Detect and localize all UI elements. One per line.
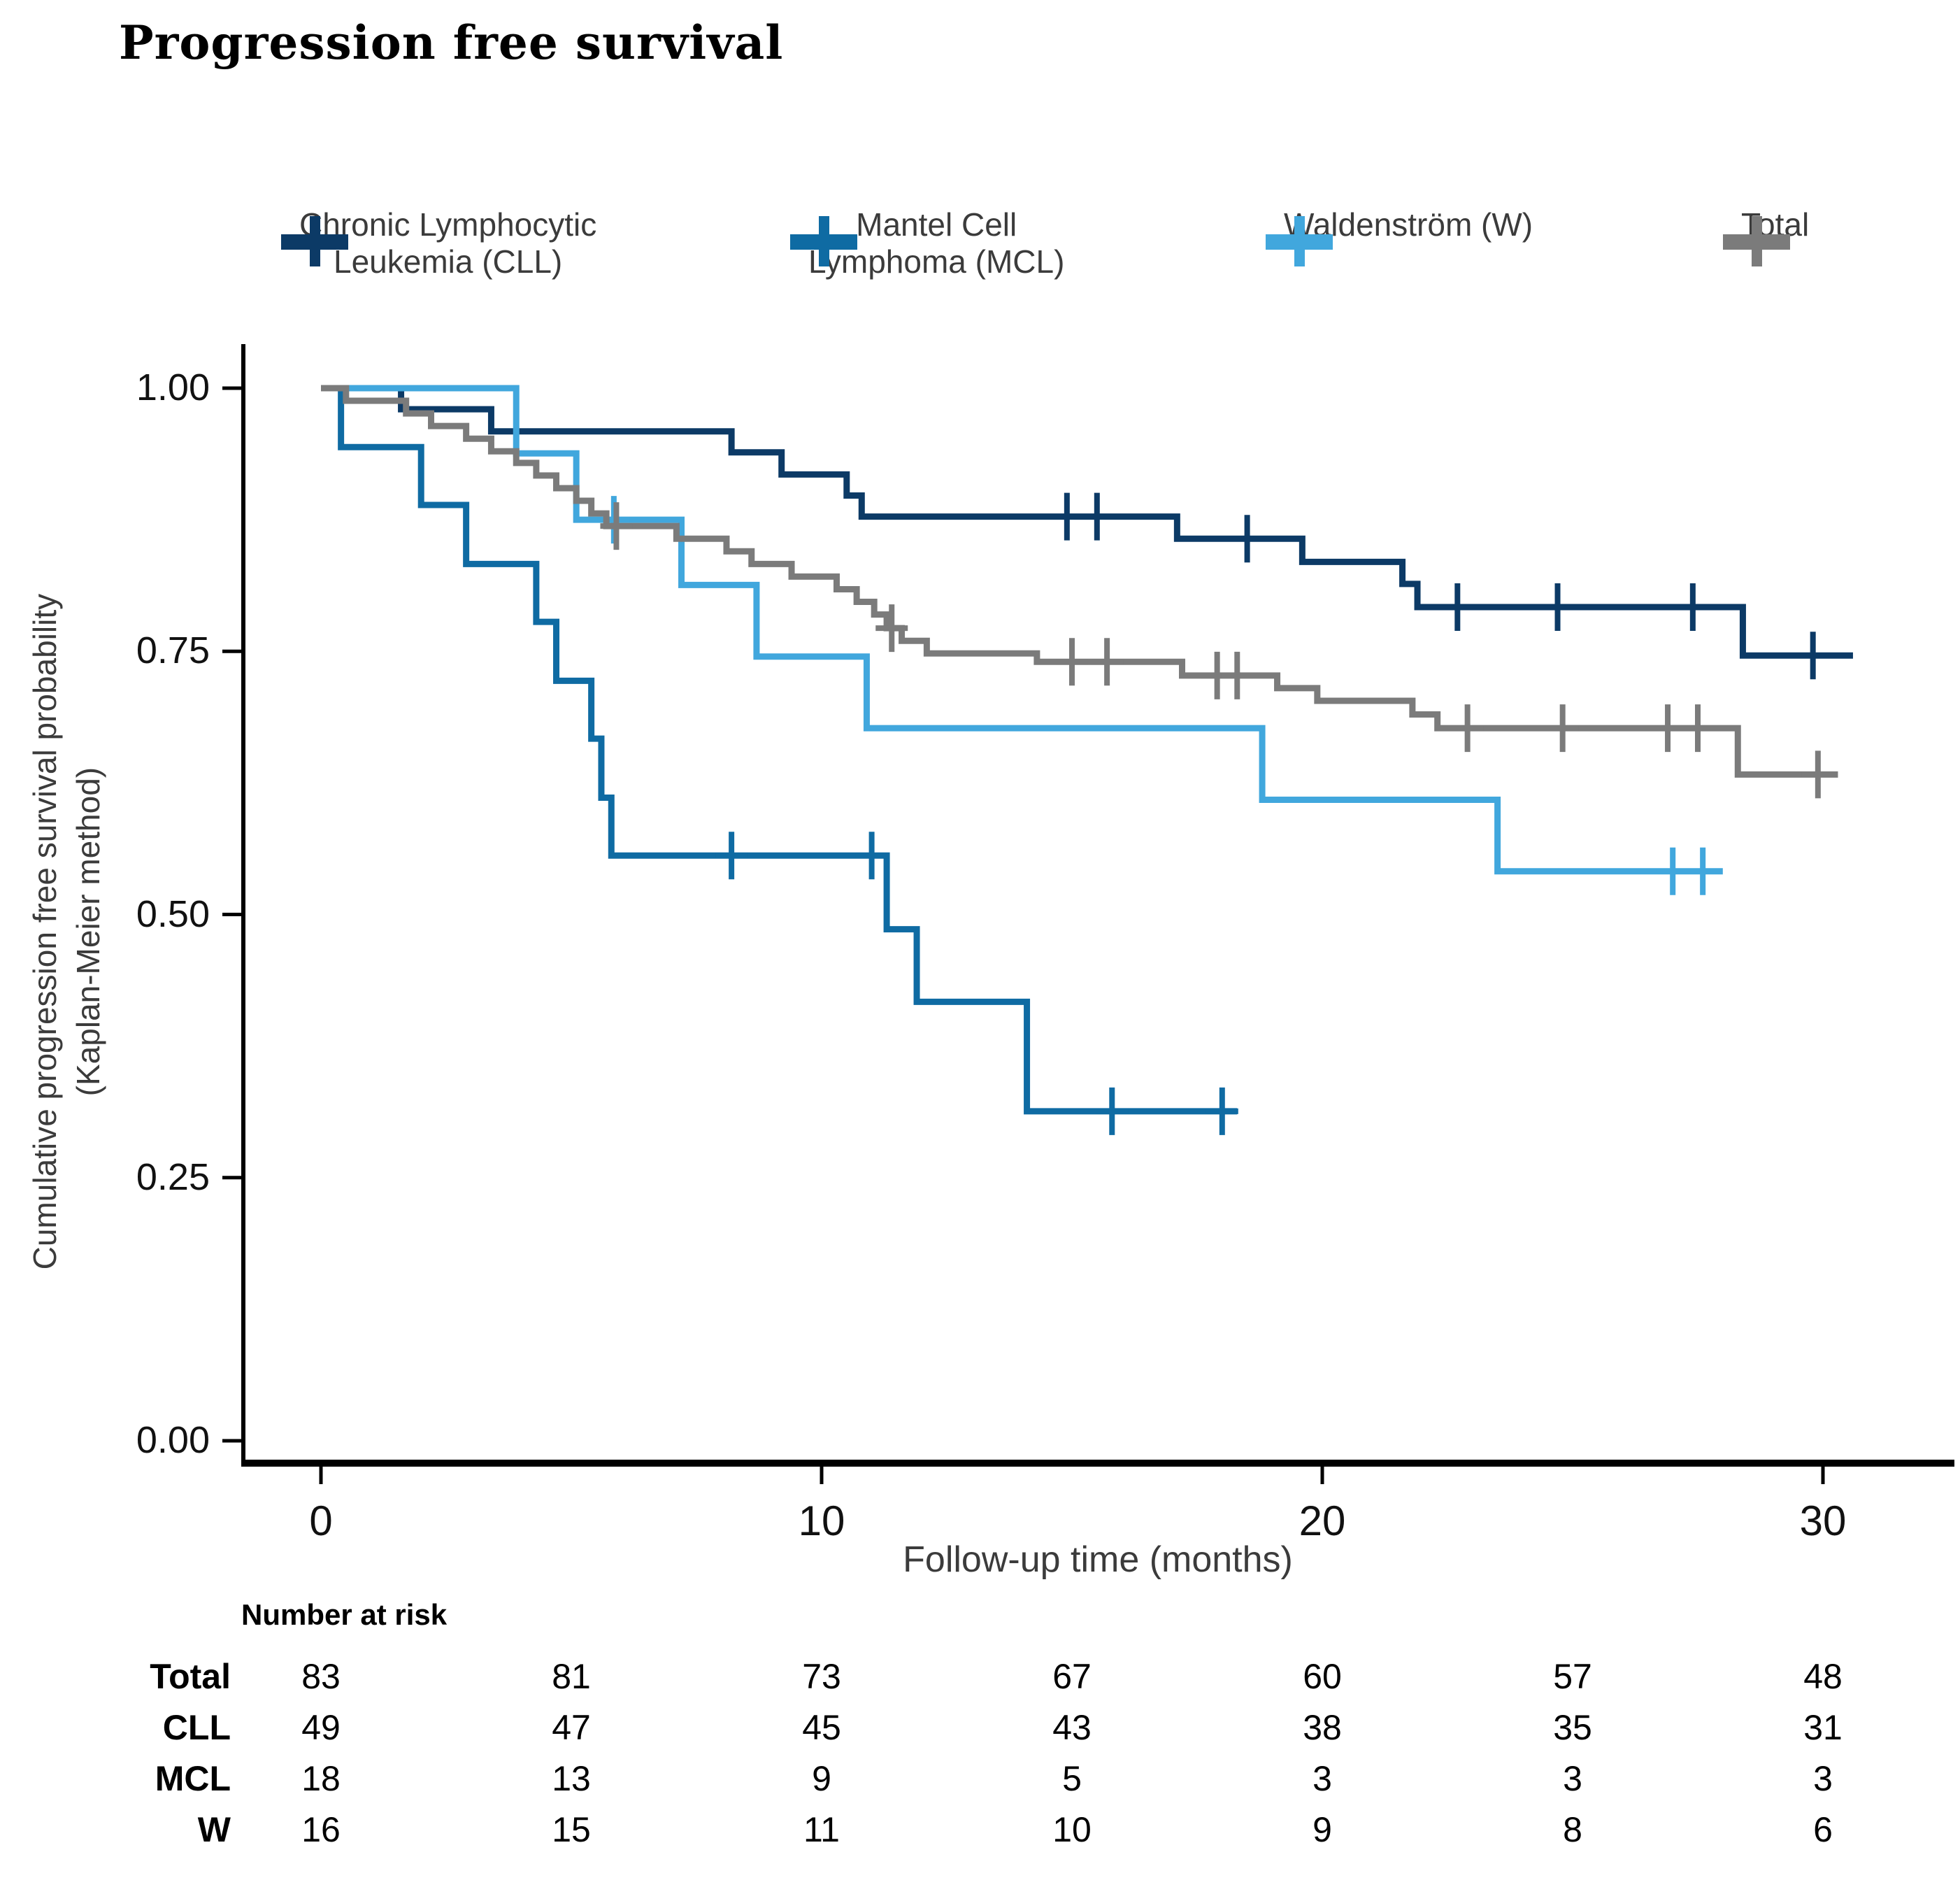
- risk-value: 45: [802, 1708, 841, 1747]
- cll-censor-icon: [1796, 632, 1829, 680]
- legend-item-mcl: Mantel Cell Lymphoma (MCL): [789, 206, 1064, 280]
- risk-value: 8: [1563, 1810, 1582, 1849]
- cll-censor-icon: [1231, 515, 1264, 563]
- total-censor-icon: [1682, 704, 1714, 753]
- x-axis-title: Follow-up time (months): [903, 1539, 1293, 1580]
- w-curve: [321, 385, 1723, 875]
- risk-row-label-mcl: MCL: [155, 1759, 231, 1798]
- total-censor-icon: [1546, 704, 1579, 753]
- mcl-censor-icon: [715, 832, 748, 880]
- mcl-censor-icon: [1206, 1087, 1238, 1135]
- risk-value: 16: [301, 1810, 341, 1849]
- legend-label-mcl: Mantel Cell Lymphoma (MCL): [808, 206, 1065, 280]
- risk-value: 83: [301, 1657, 341, 1696]
- cll-curve: [321, 385, 1853, 659]
- x-tick-label: 10: [798, 1497, 845, 1544]
- w-censor-icon: [1687, 847, 1719, 895]
- risk-table-header: Number at risk: [241, 1598, 448, 1631]
- risk-value: 13: [552, 1759, 591, 1798]
- risk-value: 57: [1553, 1657, 1592, 1696]
- risk-value: 48: [1803, 1657, 1843, 1696]
- risk-value: 9: [1312, 1810, 1332, 1849]
- chart-title: Progression free survival: [119, 15, 784, 70]
- risk-value: 60: [1303, 1657, 1342, 1696]
- legend-item-w: Waldenström (W): [1264, 206, 1533, 266]
- y-tick-label: 0.25: [136, 1155, 210, 1198]
- mcl-censor-icon: [1096, 1087, 1129, 1135]
- total-censor-icon: [1451, 704, 1484, 753]
- y-tick-label: 1.00: [136, 366, 210, 408]
- cll-censor-icon: [1441, 583, 1474, 632]
- y-tick-label: 0.00: [136, 1419, 210, 1461]
- risk-value: 6: [1813, 1810, 1833, 1849]
- risk-value: 38: [1303, 1708, 1342, 1747]
- risk-value: 15: [552, 1810, 591, 1849]
- risk-value: 10: [1052, 1810, 1092, 1849]
- y-tick-label: 0.50: [136, 892, 210, 935]
- w-censor-icon: [1657, 847, 1689, 895]
- total-censor-icon: [875, 604, 908, 653]
- cll-censor-icon: [1541, 583, 1574, 632]
- total-censor-icon: [600, 502, 633, 550]
- cll-censor-icon: [1676, 583, 1709, 632]
- legend-item-cll: Chronic Lymphocytic Leukemia (CLL): [280, 206, 596, 280]
- risk-value: 67: [1052, 1657, 1092, 1696]
- x-tick-label: 0: [309, 1497, 333, 1544]
- x-tick-label: 20: [1299, 1497, 1346, 1544]
- y-tick-label: 0.75: [136, 629, 210, 672]
- risk-value: 11: [803, 1810, 840, 1849]
- risk-value: 35: [1553, 1708, 1592, 1747]
- cll-censor-icon: [1050, 492, 1083, 541]
- total-censor-icon: [1056, 638, 1088, 686]
- total-censor-icon: [1652, 704, 1684, 753]
- risk-value: 43: [1052, 1708, 1092, 1747]
- x-tick-label: 30: [1799, 1497, 1847, 1544]
- legend-item-total: Total: [1722, 206, 1809, 266]
- risk-value: 3: [1563, 1759, 1582, 1798]
- mcl-censor-icon: [855, 832, 888, 880]
- risk-value: 49: [301, 1708, 341, 1747]
- risk-value: 73: [802, 1657, 841, 1696]
- risk-value: 18: [301, 1759, 341, 1798]
- risk-value: 9: [812, 1759, 831, 1798]
- mcl-curve: [321, 385, 1238, 1115]
- risk-value: 5: [1062, 1759, 1082, 1798]
- risk-value: 81: [552, 1657, 591, 1696]
- total-censor-icon: [1091, 638, 1124, 686]
- cll-censor-icon: [1080, 492, 1113, 541]
- total-censor-icon: [1221, 651, 1254, 699]
- risk-value: 47: [552, 1708, 591, 1747]
- total-censor-icon: [1801, 750, 1834, 799]
- risk-value: 3: [1312, 1759, 1332, 1798]
- risk-row-label-cll: CLL: [162, 1708, 231, 1747]
- risk-value: 3: [1813, 1759, 1833, 1798]
- total-curve: [321, 385, 1838, 778]
- risk-row-label-total: Total: [150, 1657, 231, 1696]
- legend-label-cll: Chronic Lymphocytic Leukemia (CLL): [299, 206, 597, 280]
- risk-row-label-w: W: [197, 1810, 231, 1849]
- risk-value: 31: [1803, 1708, 1843, 1747]
